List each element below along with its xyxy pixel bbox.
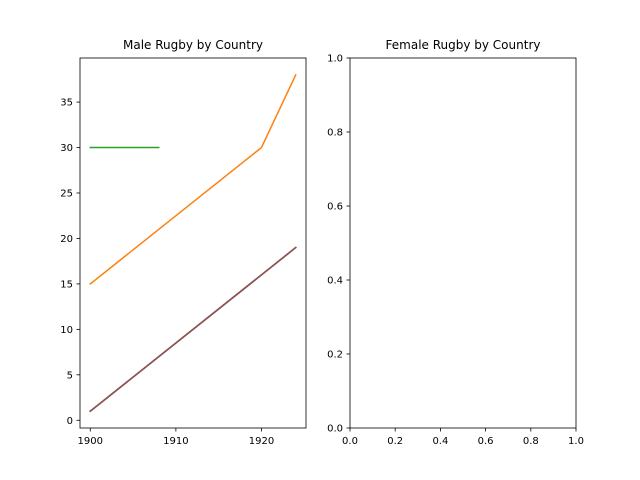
- male-x-tick-label: 1910: [163, 436, 188, 447]
- male-x-tick-label: 1920: [249, 436, 274, 447]
- male-y-tick-label: 35: [60, 98, 73, 109]
- female-rugby-chart: Female Rugby by Country 0.0 0.2 0.4 0.6 0.8 1…: [327, 38, 584, 447]
- female-chart-frame: [349, 57, 577, 429]
- female-y-tick-label: 1.0: [327, 54, 343, 65]
- female-x-tick-label: 0.4: [432, 436, 448, 447]
- female-y-tick-label: 0.6: [327, 202, 343, 213]
- female-x-tick-label: 0.0: [342, 436, 358, 447]
- female-y-tick-label: 0.8: [327, 128, 343, 139]
- male-y-tick-label: 30: [60, 143, 73, 154]
- male-x-tick-label: 1900: [78, 436, 103, 447]
- female-chart-title: Female Rugby by Country: [386, 38, 541, 52]
- female-chart-ticks: 0.0 0.2 0.4 0.6 0.8 1.0 0.0 0.2 0.4 0.6 0.8 1.0: [327, 54, 584, 448]
- female-x-tick-label: 0.8: [523, 436, 539, 447]
- male-y-tick-label: 5: [67, 370, 73, 381]
- male-series-line-2: [89, 73, 297, 285]
- female-x-tick-label: 0.6: [478, 436, 494, 447]
- female-y-tick-label: 0.4: [327, 276, 343, 287]
- male-series-line-6: [89, 246, 297, 413]
- male-y-tick-label: 0: [67, 416, 73, 427]
- female-x-tick-label: 1.0: [568, 436, 584, 447]
- male-chart-frame: [79, 57, 307, 429]
- male-chart-title: Male Rugby by Country: [123, 38, 263, 52]
- male-chart-series: [89, 73, 297, 413]
- female-y-tick-label: 0.2: [327, 350, 343, 361]
- male-chart-ticks: 1900 1910 1920 0 5 10 15 20 25 30 35: [60, 98, 274, 447]
- male-y-tick-label: 10: [60, 325, 73, 336]
- female-y-tick-label: 0.0: [327, 424, 343, 435]
- male-y-tick-label: 20: [60, 234, 73, 245]
- male-y-tick-label: 15: [60, 279, 73, 290]
- male-y-tick-label: 25: [60, 189, 73, 200]
- female-x-tick-label: 0.2: [387, 436, 403, 447]
- male-rugby-chart: Male Rugby by Country 1900 1910 1920 0 5 10 15…: [60, 38, 307, 447]
